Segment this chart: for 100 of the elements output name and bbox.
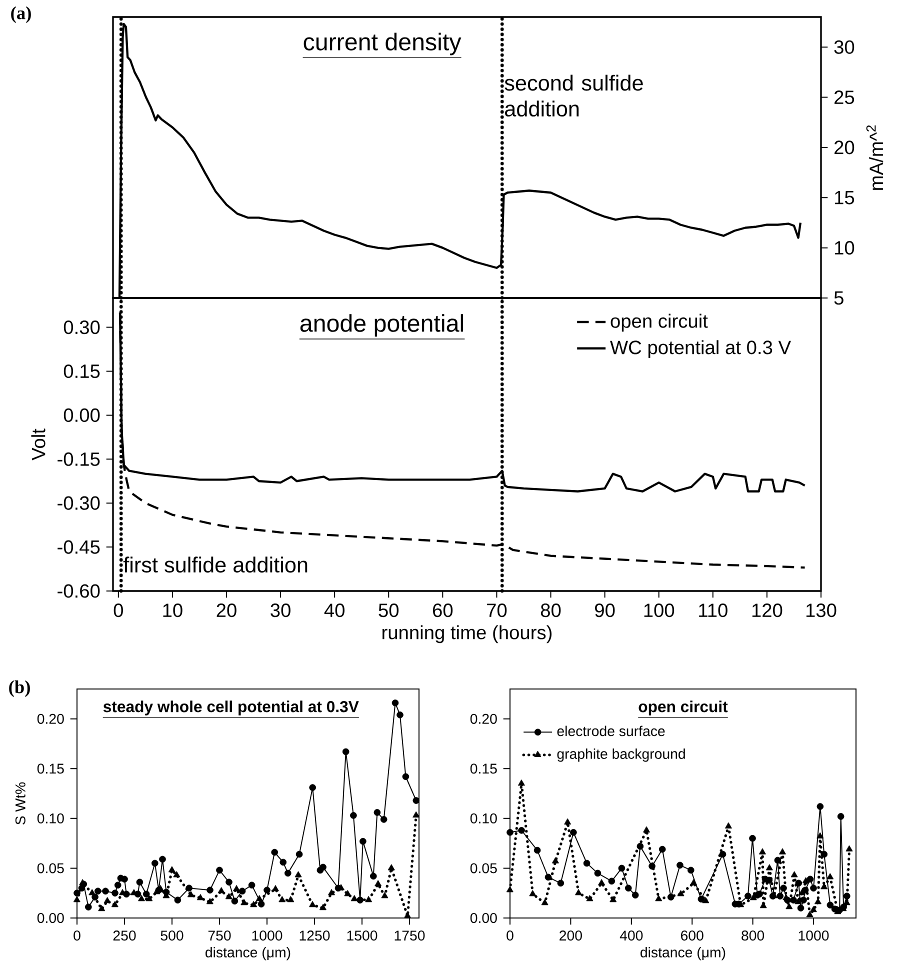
point bbox=[583, 860, 590, 867]
point bbox=[552, 857, 559, 864]
point bbox=[256, 895, 263, 902]
point bbox=[806, 911, 814, 918]
point bbox=[350, 895, 358, 902]
y-tick-label: 25 bbox=[834, 90, 854, 104]
point bbox=[814, 898, 822, 904]
x-tick-label: 20 bbox=[216, 604, 236, 618]
point bbox=[74, 896, 80, 902]
point bbox=[74, 890, 80, 897]
legend-label: graphite background bbox=[557, 748, 685, 762]
text: (a) bbox=[11, 6, 31, 23]
point bbox=[820, 883, 828, 890]
x-tick-label: 10 bbox=[163, 604, 182, 618]
point bbox=[766, 876, 773, 884]
point bbox=[104, 897, 111, 904]
point bbox=[112, 890, 118, 897]
legend-label: WC potential at 0.3 V bbox=[610, 340, 791, 358]
point bbox=[632, 892, 639, 899]
point bbox=[388, 864, 395, 870]
point bbox=[84, 904, 92, 910]
point bbox=[702, 897, 710, 904]
point bbox=[360, 838, 366, 845]
point bbox=[188, 891, 194, 898]
text: anode potential bbox=[300, 314, 464, 337]
point bbox=[570, 828, 577, 836]
ref-line-label: first sulfide addition bbox=[123, 556, 308, 573]
point bbox=[320, 904, 326, 910]
x-tick-label: 800 bbox=[742, 930, 764, 941]
point bbox=[725, 822, 732, 828]
point bbox=[810, 884, 817, 892]
point bbox=[690, 879, 698, 886]
point bbox=[412, 797, 420, 804]
x-axis-title: distance (μm) bbox=[640, 947, 726, 960]
point bbox=[296, 850, 303, 858]
text: (b) bbox=[9, 680, 30, 697]
x-tick-label: 130 bbox=[806, 604, 836, 618]
point bbox=[564, 818, 572, 824]
point bbox=[344, 890, 352, 896]
y-tick-label: -0.30 bbox=[58, 496, 100, 510]
point bbox=[806, 876, 814, 883]
y-tick-label: 0.10 bbox=[470, 813, 497, 824]
x-tick-label: 0 bbox=[114, 604, 123, 618]
point bbox=[506, 886, 514, 892]
x-tick-label: 110 bbox=[699, 604, 728, 618]
x-tick-label: 600 bbox=[681, 930, 704, 941]
point bbox=[374, 880, 382, 886]
point bbox=[278, 896, 286, 902]
point bbox=[557, 880, 564, 887]
point bbox=[820, 850, 828, 858]
point bbox=[412, 812, 420, 818]
point bbox=[174, 896, 182, 904]
point bbox=[392, 700, 399, 706]
x-tick-label: 1000 bbox=[798, 930, 829, 941]
point bbox=[744, 892, 752, 900]
point bbox=[216, 866, 223, 874]
point bbox=[240, 899, 248, 906]
y-tick-label: 0.15 bbox=[64, 364, 100, 378]
point bbox=[173, 871, 180, 878]
point bbox=[121, 876, 128, 883]
point bbox=[287, 896, 294, 902]
point bbox=[534, 846, 541, 854]
point bbox=[226, 878, 232, 886]
x-tick-label: 750 bbox=[208, 930, 231, 941]
point bbox=[598, 879, 606, 886]
x-axis-title: distance (μm) bbox=[206, 947, 290, 960]
point bbox=[396, 711, 404, 718]
y-tick-label: 5 bbox=[834, 291, 844, 305]
point bbox=[776, 892, 784, 900]
y-tick-label: 0.05 bbox=[37, 863, 64, 874]
y-tick-label: 20 bbox=[834, 140, 854, 154]
y-tick-label: 0.00 bbox=[470, 912, 497, 923]
point bbox=[271, 848, 278, 856]
y-tick-label: 0.05 bbox=[470, 863, 497, 874]
point bbox=[541, 899, 548, 906]
point bbox=[816, 832, 824, 838]
point bbox=[798, 889, 806, 896]
point bbox=[258, 900, 265, 908]
y-tick-label: -0.15 bbox=[58, 452, 100, 466]
text: steady whole cell potential at 0.3V bbox=[103, 700, 359, 716]
point bbox=[797, 904, 804, 912]
point bbox=[231, 898, 238, 904]
point bbox=[518, 826, 525, 834]
point bbox=[667, 894, 674, 901]
x-tick-label: 90 bbox=[595, 604, 615, 618]
point bbox=[250, 901, 258, 908]
point bbox=[136, 878, 144, 886]
point bbox=[774, 856, 782, 864]
point bbox=[506, 828, 514, 836]
point bbox=[786, 903, 793, 910]
point bbox=[309, 784, 316, 791]
point bbox=[218, 887, 225, 894]
point bbox=[610, 896, 617, 902]
point bbox=[618, 864, 626, 872]
point bbox=[594, 870, 602, 877]
point bbox=[380, 816, 388, 823]
point bbox=[544, 874, 552, 881]
point bbox=[794, 898, 802, 904]
point bbox=[402, 773, 410, 780]
x-tick-label: 1750 bbox=[394, 930, 425, 941]
